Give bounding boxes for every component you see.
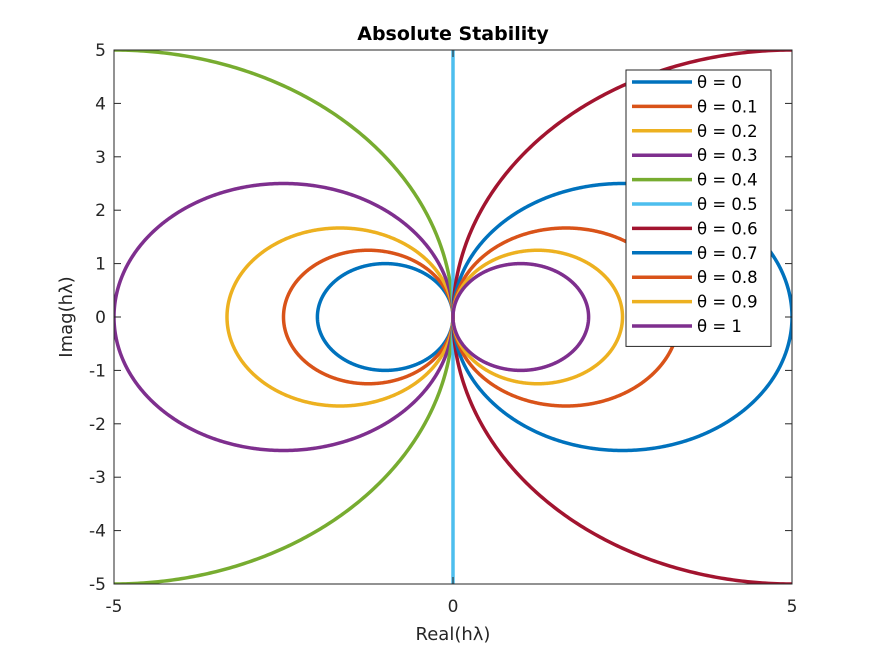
y-tick-label: 3 [95,148,106,168]
legend-entry-6: θ = 0.6 [697,219,758,238]
y-axis-label: Imag(hλ) [56,276,77,357]
legend-entry-1: θ = 0.1 [697,97,758,116]
y-tick-label: 1 [95,255,106,275]
legend: θ = 0 θ = 0.1 θ = 0.2 θ = 0.3 θ = 0.4 θ = 0.5… [625,69,772,347]
y-tick-label: 2 [95,201,106,221]
y-tick-label: 5 [95,41,106,61]
y-tick-label: -5 [89,575,106,595]
legend-entry-0: θ = 0 [697,73,742,92]
x-tick-label: 0 [448,597,459,617]
legend-entry-2: θ = 0.2 [697,122,758,141]
legend-entry-4: θ = 0.4 [697,171,758,190]
x-tick-label: 5 [787,597,798,617]
legend-entry-8: θ = 0.8 [697,268,758,287]
legend-entry-9: θ = 0.9 [697,293,758,312]
series-line-10 [451,261,591,373]
y-tick-label: 0 [95,308,106,328]
legend-entry-3: θ = 0.3 [697,146,758,165]
legend-entry-7: θ = 0.7 [697,244,758,263]
curves-layer [114,50,792,584]
legend-entry-10: θ = 1 [697,317,742,336]
series-line-3 [114,181,455,453]
ticks-layer: -5 0 5 -5 -4 -3 -2 -1 0 1 2 3 4 5 [89,41,797,617]
y-tick-label: -3 [89,468,106,488]
legend-entry-5: θ = 0.5 [697,195,758,214]
y-tick-label: -1 [89,361,106,381]
x-tick-label: -5 [106,597,123,617]
y-tick-label: -2 [89,415,106,435]
chart-title: Absolute Stability [357,23,549,45]
y-tick-label: 4 [95,94,106,114]
series-line-2 [225,226,455,408]
series-line-4 [114,50,455,584]
x-axis-label: Real(hλ) [416,624,491,645]
y-tick-label: -4 [89,522,106,542]
series-line-0 [315,261,455,373]
series-line-1 [281,248,455,386]
